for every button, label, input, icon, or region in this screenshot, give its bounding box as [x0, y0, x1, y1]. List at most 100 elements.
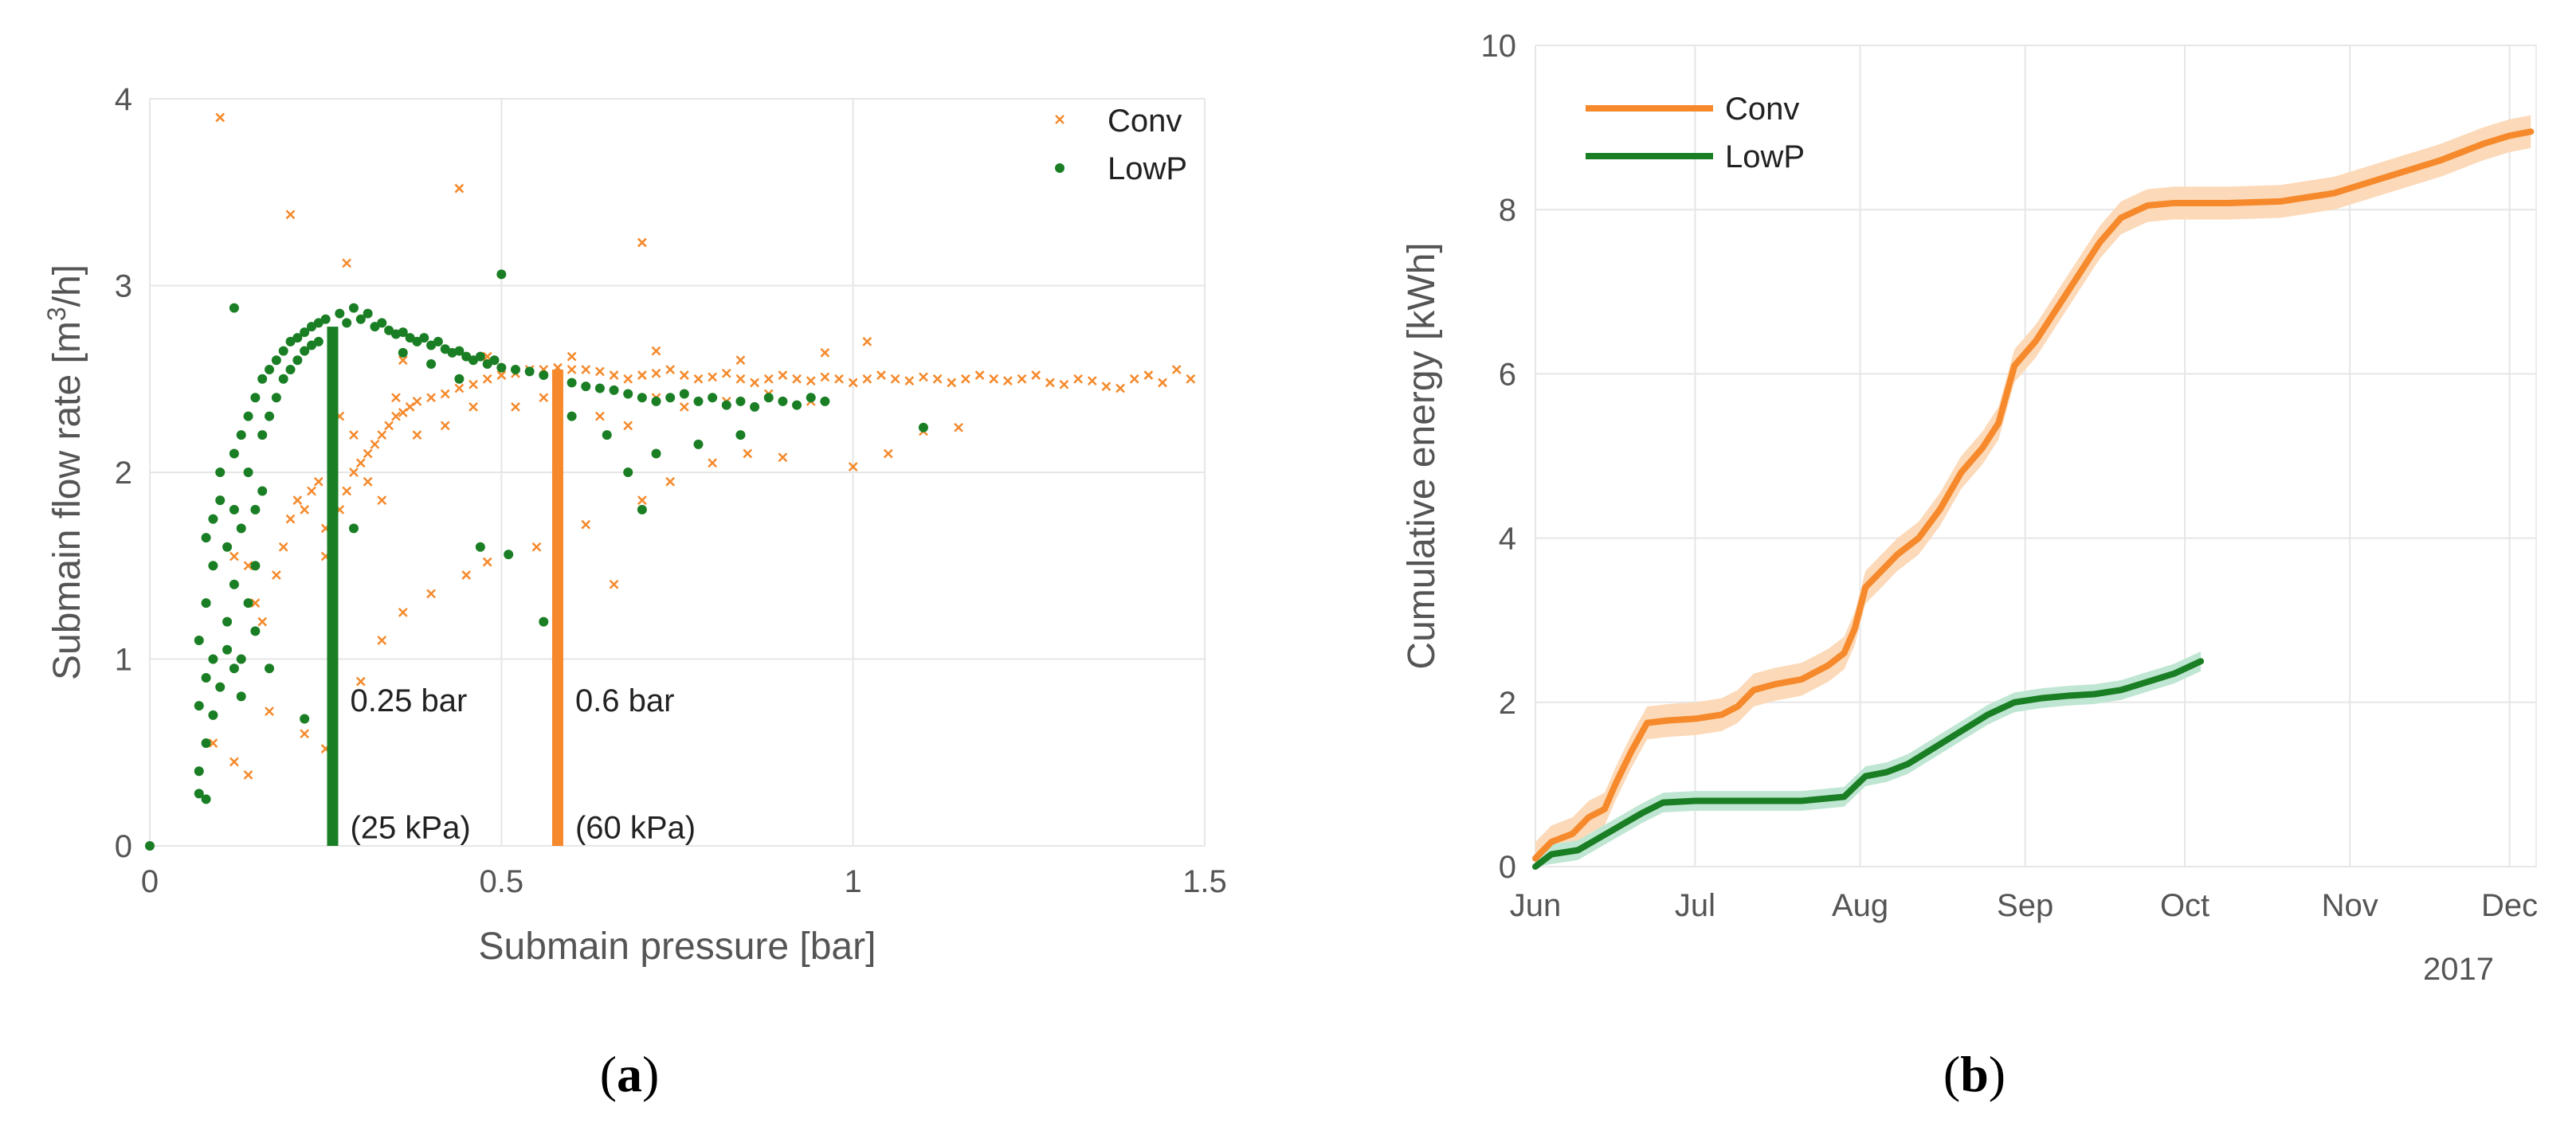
panel-a-y-tick-label: 2 [115, 456, 132, 491]
panel-a-point-lowp [348, 523, 359, 534]
panel-a-x-tick-label: 0.5 [480, 864, 524, 899]
panel-a-point-stroke [665, 365, 676, 374]
panel-a-point-stroke [271, 570, 281, 580]
panel-a-point-lowp [194, 701, 204, 711]
panel-a-point-lowp [201, 738, 211, 749]
panel-a-point-lowp [820, 396, 830, 406]
panel-a-point-conv [461, 570, 472, 580]
panel-a-point-lowp [194, 766, 204, 777]
panel-a-point-stroke [1073, 374, 1084, 384]
panel-a-point-stroke [862, 374, 872, 384]
panel-a-point-conv [1073, 374, 1084, 384]
panel-a-point-stroke [763, 374, 774, 384]
panel-a-point-stroke [412, 397, 422, 406]
panel-a-point-lowp [335, 308, 345, 319]
panel-a-y-axis-label-superscript: 3 [42, 307, 71, 321]
panel-a-point-lowp [320, 314, 331, 324]
panel-a-point-lowp [567, 411, 577, 421]
panel-a-point-conv [377, 430, 387, 440]
panel-a-point-stroke [278, 542, 288, 552]
panel-a-point-stroke [862, 336, 872, 346]
panel-a-point-stroke [307, 486, 316, 496]
panel-a-point-conv [391, 393, 401, 403]
panel-a-point-stroke [285, 209, 296, 220]
panel-a-point-conv [862, 374, 872, 384]
panel-a-point-conv [363, 476, 373, 487]
panel-a-point-stroke [834, 374, 844, 384]
panel-a-point-conv [750, 378, 759, 388]
panel-a-point-lowp [222, 542, 233, 552]
panel-a-point-stroke [679, 370, 689, 380]
panel-a-point-stroke [974, 370, 985, 380]
panel-a-point-stroke [377, 430, 387, 440]
panel-a-point-lowp [307, 340, 317, 350]
panel-a-point-lowp [370, 322, 380, 332]
panel-a-point-lowp [342, 318, 352, 328]
panel-a-point-conv [355, 676, 366, 687]
panel-a-point-stroke [1101, 382, 1112, 392]
panel-a-point-stroke [391, 393, 401, 403]
panel-a-grid [149, 98, 1206, 847]
panel-a-point-lowp [405, 333, 415, 343]
panel-a-point-stroke [1017, 374, 1027, 384]
panel-a-point-lowp [651, 448, 661, 459]
panel-a-point-conv [1031, 370, 1041, 380]
panel-a-legend-marker-conv [1055, 115, 1065, 124]
panel-a-point-stroke [363, 476, 373, 487]
panel-a-point-lowp [201, 533, 211, 543]
panel-a-point-conv [609, 370, 619, 380]
panel-a-point-stroke [961, 374, 970, 384]
panel-a-point-lowp [229, 504, 239, 515]
panel-a-point-conv [1186, 374, 1196, 384]
panel-b-legend-label-conv: Conv [1725, 92, 1799, 127]
panel-a-point-stroke [363, 448, 373, 459]
panel-a-point-conv [531, 542, 542, 552]
panel-b-line-lowp [1532, 658, 2205, 870]
panel-a-point-stroke [265, 706, 274, 717]
panel-a-point-lowp [201, 598, 211, 609]
panel-a-y-tick-label: 1 [115, 643, 132, 678]
panel-a-point-lowp [257, 374, 268, 384]
panel-a-point-stroke [208, 738, 218, 748]
panel-a-point-stroke [820, 372, 830, 382]
panel-b-band-conv [1535, 115, 2531, 867]
panel-a-point-lowp [194, 636, 204, 646]
panel-b-y-tick-label: 8 [1499, 193, 1516, 228]
panel-a-point-stroke [405, 402, 415, 412]
panel-a-point-lowp [215, 682, 225, 692]
panel-a-point-stroke [426, 393, 436, 403]
panel-a-point-lowp [250, 504, 261, 515]
panel-a-y-tick-label: 4 [115, 82, 132, 117]
panel-a-point-lowp [243, 468, 253, 477]
panel-a-point-stroke [919, 372, 928, 382]
panel-a-point-stroke [229, 551, 239, 562]
panel-a-point-conv [637, 237, 647, 248]
panel-a-point-lowp [355, 314, 366, 324]
panel-a-point-lowp [398, 347, 408, 358]
panel-a-legend-label-lowp: LowP [1108, 151, 1187, 186]
panel-a-point-conv [377, 636, 387, 645]
panel-b-x-tick-label: Jul [1675, 888, 1715, 923]
panel-a-point-conv [848, 378, 858, 388]
panel-a-point-lowp [363, 308, 373, 319]
panel-a-point-conv [1115, 383, 1125, 393]
panel-a-point-stroke [482, 351, 492, 362]
panel-a-point-stroke [792, 374, 802, 384]
panel-a-point-conv [313, 476, 323, 487]
panel-a-point-conv [349, 468, 359, 477]
panel-a-point-conv [974, 370, 985, 380]
panel-a-point-conv [848, 462, 858, 472]
panel-b-legend-label-lowp: LowP [1725, 139, 1805, 174]
panel-a-point-conv [954, 422, 963, 432]
panel-a-point-stroke [539, 393, 549, 403]
panel-a-x-axis-label: Submain pressure [bar] [479, 926, 876, 968]
panel-a-point-lowp [271, 393, 281, 403]
panel-a-point-lowp [243, 598, 253, 609]
panel-a-point-lowp [222, 644, 233, 655]
panel-b-year-label: 2017 [2423, 952, 2494, 987]
panel-a-point-lowp [229, 663, 239, 674]
panel-a-point-lowp [496, 362, 507, 373]
panel-a-point-conv [482, 374, 492, 384]
panel-a-point-conv [595, 411, 605, 421]
panel-a-point-conv [292, 495, 303, 506]
